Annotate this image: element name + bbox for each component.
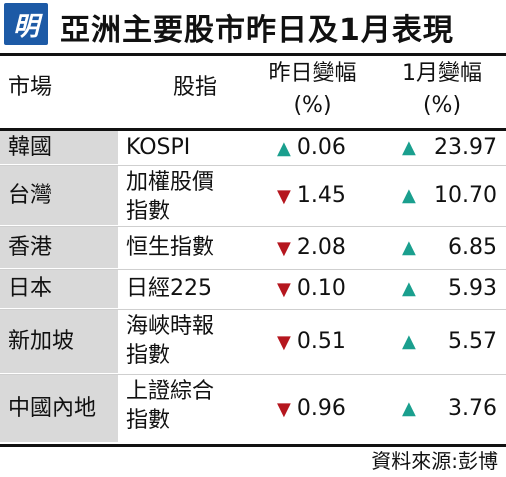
month-change-value: ▲ 5.93 — [402, 275, 497, 303]
index-name-line2: 指數 — [126, 408, 171, 433]
day-change-number: 0.10 — [296, 276, 346, 301]
index-name-line1: KOSPI — [126, 134, 191, 160]
month-change-value: ▲ 10.70 — [402, 182, 497, 210]
month-change-value: ▲ 5.57 — [402, 328, 497, 356]
index-name-line2: 指數 — [126, 343, 171, 368]
row-divider — [0, 309, 506, 310]
title-bar: 明 亞洲主要股市昨日及1月表現 — [0, 0, 506, 50]
market-cell-background — [0, 310, 118, 373]
index-name-line1: 上證綜合 — [126, 379, 215, 404]
day-change-number: 2.08 — [296, 234, 346, 260]
day-change-value: ▼ 0.96 — [277, 395, 346, 424]
ming-pao-logo-icon: 明 — [4, 3, 48, 45]
day-change-number: 0.96 — [296, 395, 346, 421]
chart-title: 亞洲主要股市昨日及1月表現 — [60, 13, 454, 48]
row-divider — [0, 165, 506, 166]
column-header-day-unit: (%) — [293, 93, 332, 118]
market-cell-background — [0, 131, 118, 164]
up-triangle-icon: ▲ — [402, 236, 416, 258]
index-name-line1: 加權股價 — [126, 170, 215, 195]
column-header-month-unit: (%) — [422, 93, 462, 118]
day-change-value: ▼ 2.08 — [277, 234, 346, 263]
column-header-month-change: 1月變幅 — [402, 61, 482, 86]
month-change-number: 5.93 — [448, 276, 497, 301]
month-change-number: 3.76 — [448, 395, 497, 421]
market-name: 韓國 — [8, 134, 53, 160]
down-triangle-icon: ▼ — [277, 279, 291, 300]
month-change-number: 10.70 — [434, 182, 497, 208]
day-change-number: 1.45 — [296, 182, 346, 208]
index-name-line1: 海峽時報 — [126, 314, 215, 339]
month-change-number: 23.97 — [434, 134, 497, 160]
column-header-market: 市場 — [8, 75, 53, 100]
day-change-number: 0.06 — [296, 134, 346, 160]
month-change-number: 6.85 — [448, 234, 497, 260]
down-triangle-icon: ▼ — [277, 398, 291, 420]
row-divider — [0, 269, 506, 270]
bottom-rule — [0, 444, 506, 447]
up-triangle-icon: ▲ — [277, 137, 291, 159]
up-triangle-icon: ▲ — [402, 397, 416, 419]
month-change-value: ▲ 23.97 — [402, 134, 497, 162]
column-header-index: 股指 — [172, 75, 217, 100]
day-change-value: ▼ 0.51 — [277, 328, 346, 357]
month-change-value: ▲ 3.76 — [402, 395, 497, 423]
month-change-number: 5.57 — [448, 328, 497, 354]
market-cell-background — [0, 270, 118, 308]
market-name: 中國內地 — [8, 395, 97, 421]
top-rule — [0, 53, 506, 56]
day-change-value: ▲ 0.06 — [277, 134, 346, 163]
market-cell-background — [0, 166, 118, 225]
day-change-value: ▼ 0.10 — [277, 275, 346, 304]
column-header-day-change: 昨日變幅 — [268, 61, 357, 86]
up-triangle-icon: ▲ — [402, 330, 416, 352]
day-change-number: 0.51 — [296, 328, 346, 354]
market-name: 香港 — [8, 234, 53, 260]
market-name: 台灣 — [8, 182, 53, 208]
header-rule — [0, 128, 506, 131]
market-name: 日本 — [8, 276, 53, 301]
down-triangle-icon: ▼ — [277, 331, 291, 353]
up-triangle-icon: ▲ — [402, 136, 416, 158]
up-triangle-icon: ▲ — [402, 278, 416, 299]
month-change-value: ▲ 6.85 — [402, 234, 497, 262]
source-note: 資料來源:彭博 — [371, 449, 498, 473]
market-name: 新加坡 — [8, 328, 75, 354]
index-name-line1: 恒生指數 — [126, 234, 215, 260]
down-triangle-icon: ▼ — [277, 237, 291, 259]
index-name-line2: 指數 — [126, 199, 171, 224]
row-divider — [0, 226, 506, 227]
up-triangle-icon: ▲ — [402, 184, 416, 206]
market-cell-background — [0, 375, 118, 442]
index-name-line1: 日經225 — [126, 276, 212, 301]
down-triangle-icon: ▼ — [277, 185, 291, 207]
market-cell-background — [0, 227, 118, 268]
day-change-value: ▼ 1.45 — [277, 182, 346, 211]
row-divider — [0, 374, 506, 375]
